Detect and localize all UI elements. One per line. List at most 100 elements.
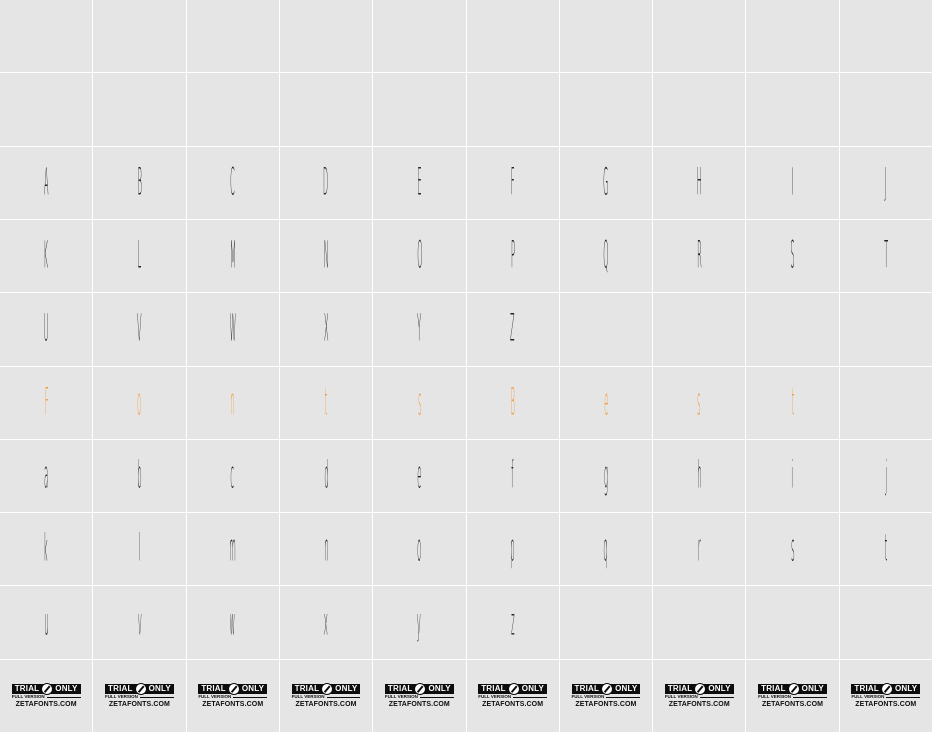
badge-top: TRIAL ONLY [11,683,81,696]
glyph-cell: U [0,293,93,366]
badge-middle: FULL VERSION [478,694,548,700]
glyph-char: D [323,160,329,204]
glyph-cell: I [746,146,839,219]
glyph-cell [653,293,746,366]
trial-badge-cell: TRIAL ONLY FULL VERSION ZETAFONTS.COM [653,659,746,732]
badge-only-text: ONLY [428,684,451,694]
glyph-char: l [138,526,141,571]
prohibited-icon [227,683,240,696]
glyph-char: R [696,233,702,278]
badge-rule [233,696,268,698]
glyph-cell: e [559,366,653,439]
glyph-cell [839,0,932,73]
badge-rule [326,696,361,698]
glyph-char: M [229,233,236,278]
trial-only-badge: TRIAL ONLY FULL VERSION ZETAFONTS.COM [664,683,734,708]
glyph-char: s [697,380,701,424]
glyph-char: y [417,600,422,644]
trial-only-badge: TRIAL ONLY FULL VERSION ZETAFONTS.COM [851,683,921,708]
badge-top: TRIAL ONLY [664,683,734,696]
prohibited-icon [880,683,893,696]
glyph-cell: B [466,366,559,439]
glyph-char: B [510,380,515,424]
glyph-char: n [323,526,329,571]
glyph-char: B [137,160,142,204]
glyph-char: I [791,160,794,204]
glyph-cell: o [93,366,186,439]
badge-trial-text: TRIAL [761,684,786,694]
badge-site-text: ZETAFONTS.COM [108,700,170,708]
trial-badge-cell: TRIAL ONLY FULL VERSION ZETAFONTS.COM [559,659,653,732]
badge-rule [46,696,81,698]
prohibited-icon [134,683,147,696]
glyph-cell: F [0,366,93,439]
glyph-cell [279,73,373,146]
glyph-char: U [43,306,49,351]
glyph-cell: u [0,586,93,659]
badge-middle: FULL VERSION [851,695,921,700]
glyph-cell: D [279,146,373,219]
prohibited-icon [787,683,800,696]
glyph-cell: n [186,366,279,439]
glyph-cell [839,366,932,439]
glyph-char: Y [417,306,422,351]
glyph-cell: T [839,219,932,293]
glyph-cell: v [93,586,186,659]
trial-only-badge: TRIAL ONLY FULL VERSION ZETAFONTS.COM [291,683,361,708]
badge-only-text: ONLY [801,684,824,694]
glyph-cell: q [559,513,653,586]
glyph-cell: V [93,293,186,366]
badge-only-text: ONLY [521,684,545,694]
glyph-cell: l [93,513,186,586]
glyph-char: N [323,233,329,278]
glyph-char: J [884,160,887,204]
badge-full-version-text: FULL VERSION [478,694,512,700]
glyph-cell: c [186,439,279,513]
glyph-char: f [511,453,514,498]
glyph-cell [279,0,373,73]
glyph-char: n [230,380,235,424]
prohibited-icon [507,683,520,696]
glyph-cell: r [653,513,746,586]
badge-trial-text: TRIAL [294,684,320,694]
badge-rule [139,696,174,698]
badge-rule [793,696,827,698]
glyph-cell: s [373,366,466,439]
glyph-char: E [417,160,422,204]
trial-only-badge: TRIAL ONLY FULL VERSION ZETAFONTS.COM [384,683,454,708]
badge-top: TRIAL ONLY [291,683,361,696]
glyph-cell: S [746,219,839,293]
glyph-cell [559,0,653,73]
badge-only-text: ONLY [335,684,358,694]
badge-middle: FULL VERSION [385,695,454,700]
badge-middle: FULL VERSION [12,695,81,700]
glyph-char: s [417,380,422,424]
badge-full-version-text: FULL VERSION [198,694,232,700]
trial-only-badge: TRIAL ONLY FULL VERSION ZETAFONTS.COM [105,683,174,708]
glyph-cell: s [653,366,746,439]
badge-full-version-text: FULL VERSION [571,694,605,700]
glyph-char: d [323,453,329,498]
badge-trial-text: TRIAL [387,684,413,694]
glyph-cell: O [373,219,466,293]
glyph-char: G [603,160,609,204]
glyph-cell [186,73,279,146]
badge-middle: FULL VERSION [292,695,361,700]
badge-top: TRIAL ONLY [105,683,174,696]
trial-only-badge: TRIAL ONLY FULL VERSION ZETAFONTS.COM [11,683,81,708]
glyph-cell: x [279,586,373,659]
trial-only-badge: TRIAL ONLY FULL VERSION ZETAFONTS.COM [571,683,641,708]
glyph-char: j [884,453,887,498]
badge-middle: FULL VERSION [572,695,641,700]
badge-full-version-text: FULL VERSION [11,694,45,700]
glyph-char: e [417,453,422,498]
badge-full-version-text: FULL VERSION [758,694,792,700]
glyph-cell: R [653,219,746,293]
glyph-char: T [883,233,888,278]
badge-top: TRIAL ONLY [571,683,641,696]
badge-rule [699,696,734,698]
badge-only-text: ONLY [241,684,265,694]
trial-only-badge: TRIAL ONLY FULL VERSION ZETAFONTS.COM [758,683,827,708]
glyph-cell: d [279,439,373,513]
badge-middle: FULL VERSION [665,695,734,700]
